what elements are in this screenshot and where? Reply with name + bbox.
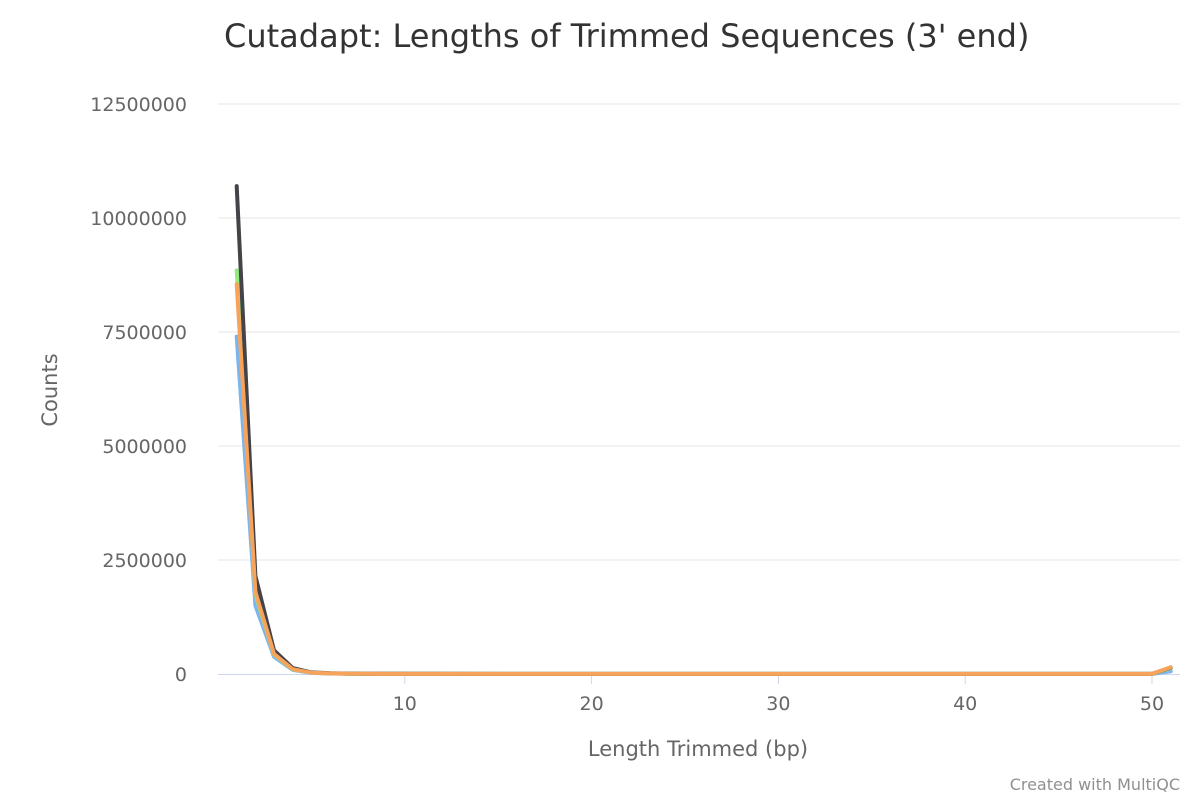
series-line-2 [234, 268, 1173, 676]
y-tick-label: 12500000 [90, 94, 187, 116]
series-lines [234, 184, 1173, 676]
x-tick-label: 40 [953, 693, 977, 715]
series-line-3 [234, 184, 1173, 676]
chart-title: Cutadapt: Lengths of Trimmed Sequences (… [224, 17, 1029, 55]
x-tick-label: 10 [393, 693, 417, 715]
x-tick-label: 50 [1140, 693, 1164, 715]
x-tick-label: 30 [766, 693, 790, 715]
y-tick-label: 5000000 [102, 436, 187, 458]
y-axis-label: Counts [38, 353, 62, 426]
y-tick-label: 10000000 [90, 208, 187, 230]
multiqc-credit: Created with MultiQC [1010, 775, 1180, 794]
gridlines [218, 103, 1180, 561]
x-tick-label: 20 [579, 693, 603, 715]
y-tick-label: 7500000 [102, 322, 187, 344]
x-axis-label: Length Trimmed (bp) [588, 737, 808, 761]
y-tick-label: 0 [175, 664, 187, 686]
series-line-1 [234, 334, 1173, 676]
series-line-4 [234, 282, 1173, 676]
y-tick-label: 2500000 [102, 550, 187, 572]
labels: Cutadapt: Lengths of Trimmed Sequences (… [38, 17, 1180, 794]
